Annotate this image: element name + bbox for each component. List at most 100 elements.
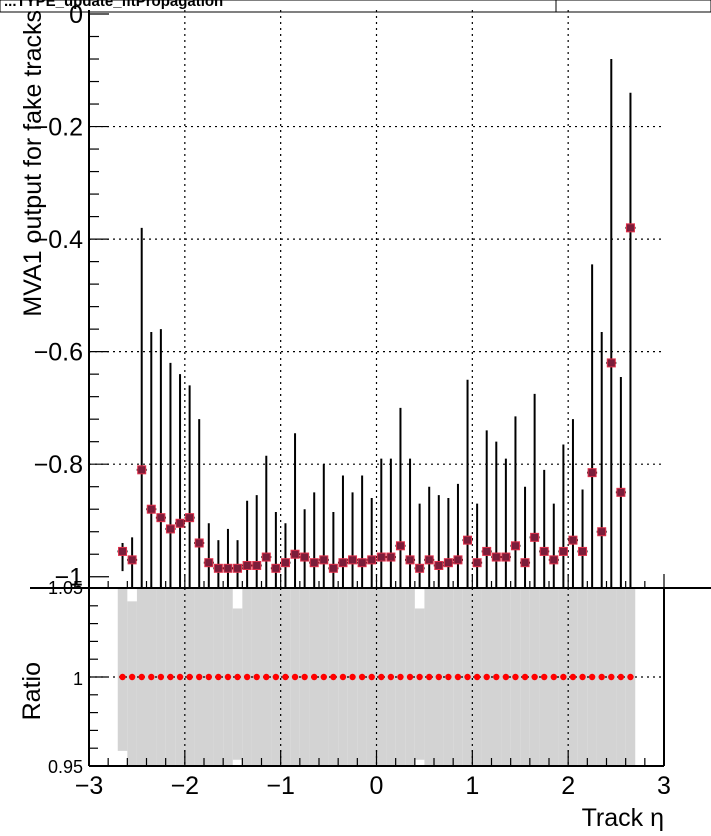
data-point [482,546,492,556]
data-point [578,546,588,556]
grid-layer [89,10,664,766]
data-point [597,527,607,537]
data-point [223,563,233,573]
ratio-point [426,673,433,681]
ratio-point [541,673,548,681]
ratio-point [617,673,625,681]
ratio-band-bar [414,608,425,760]
data-point [405,555,415,565]
data-point [185,513,195,523]
ratio-point [301,673,308,681]
ratio-point [291,673,299,681]
ratio-point [502,673,510,681]
ratio-point [358,673,366,681]
ratio-points-layer [119,673,634,681]
data-point [348,555,358,565]
ratio-point [282,673,289,681]
ratio-point [483,673,490,681]
y-tick-label: −0.2 [34,114,83,142]
data-point [156,513,166,523]
ratio-point [196,673,203,681]
y-tick-label: −0.6 [34,339,83,367]
ratio-point [454,673,462,681]
ratio-tick-label: 1.05 [48,578,83,598]
data-point [625,223,635,233]
ratio-point [598,673,605,681]
data-point [616,487,626,497]
ratio-point [167,673,174,681]
x-tick-label: 1 [465,772,479,800]
ratio-point [387,673,395,681]
labels-layer: −3 −2 −1 0 1 2 3 0 −0.2 −0.4 −0.6 −0.8 −1 1 0.95 1.05 [34,1,671,800]
data-point [137,465,147,475]
ratio-point [148,673,155,681]
ratio-point [205,673,212,681]
data-point [386,552,396,562]
ratio-point [224,673,232,681]
data-point [271,563,281,573]
data-point [376,552,386,562]
data-point [213,563,223,573]
ratio-y-axis-title: Ratio [18,662,46,720]
data-point [434,560,444,570]
y-tick-label: −1 [54,564,83,592]
data-point [424,555,434,565]
data-point [328,563,338,573]
data-point [510,541,520,551]
ratio-tick-label: 0.95 [48,757,83,777]
data-point [252,560,262,570]
data-point [501,552,511,562]
data-point [367,555,377,565]
ratio-point [368,673,375,681]
data-point [443,558,453,568]
stats-box [555,0,711,13]
ratio-point [128,673,136,681]
ratio-point [521,673,529,681]
data-point [453,555,463,565]
data-point [530,532,540,542]
data-point [309,558,319,568]
ratio-band-bar [127,601,137,766]
data-point [357,558,367,568]
data-point [194,538,204,548]
data-point [463,535,473,545]
data-point [261,552,271,562]
data-point [290,549,300,559]
ratio-point [349,673,356,681]
ratio-point [579,673,586,681]
main-y-axis-title: MVA1 output for fake tracks [19,10,47,317]
ratio-point [569,673,577,681]
main-points-layer [117,59,636,588]
ratio-point [560,673,567,681]
ratio-point [263,673,270,681]
data-point [233,563,243,573]
ratio-point [320,673,327,681]
ratio-point [176,673,184,681]
ratio-point [406,673,414,681]
data-point [165,524,175,534]
ratio-point [378,673,385,681]
data-point [606,358,616,368]
ratio-point [445,673,452,681]
ratio-point [272,673,280,681]
data-point [568,535,578,545]
ratio-point [253,673,260,681]
data-point [338,558,348,568]
ratio-point [416,673,423,681]
frame-layer [30,10,711,767]
data-point [118,546,128,556]
x-axis-title: Track η [582,804,664,832]
ratio-point [464,673,471,681]
data-point [520,558,530,568]
data-point [549,555,559,565]
x-tick-label: 3 [657,772,671,800]
ratio-point [588,673,596,681]
x-tick-label: 2 [561,772,575,800]
data-point [127,555,137,565]
ratio-point [473,673,481,681]
x-tick-label: −2 [171,772,200,800]
ratio-point [531,673,538,681]
data-point [491,552,501,562]
ratio-point [608,673,615,681]
ratio-point [243,673,251,681]
